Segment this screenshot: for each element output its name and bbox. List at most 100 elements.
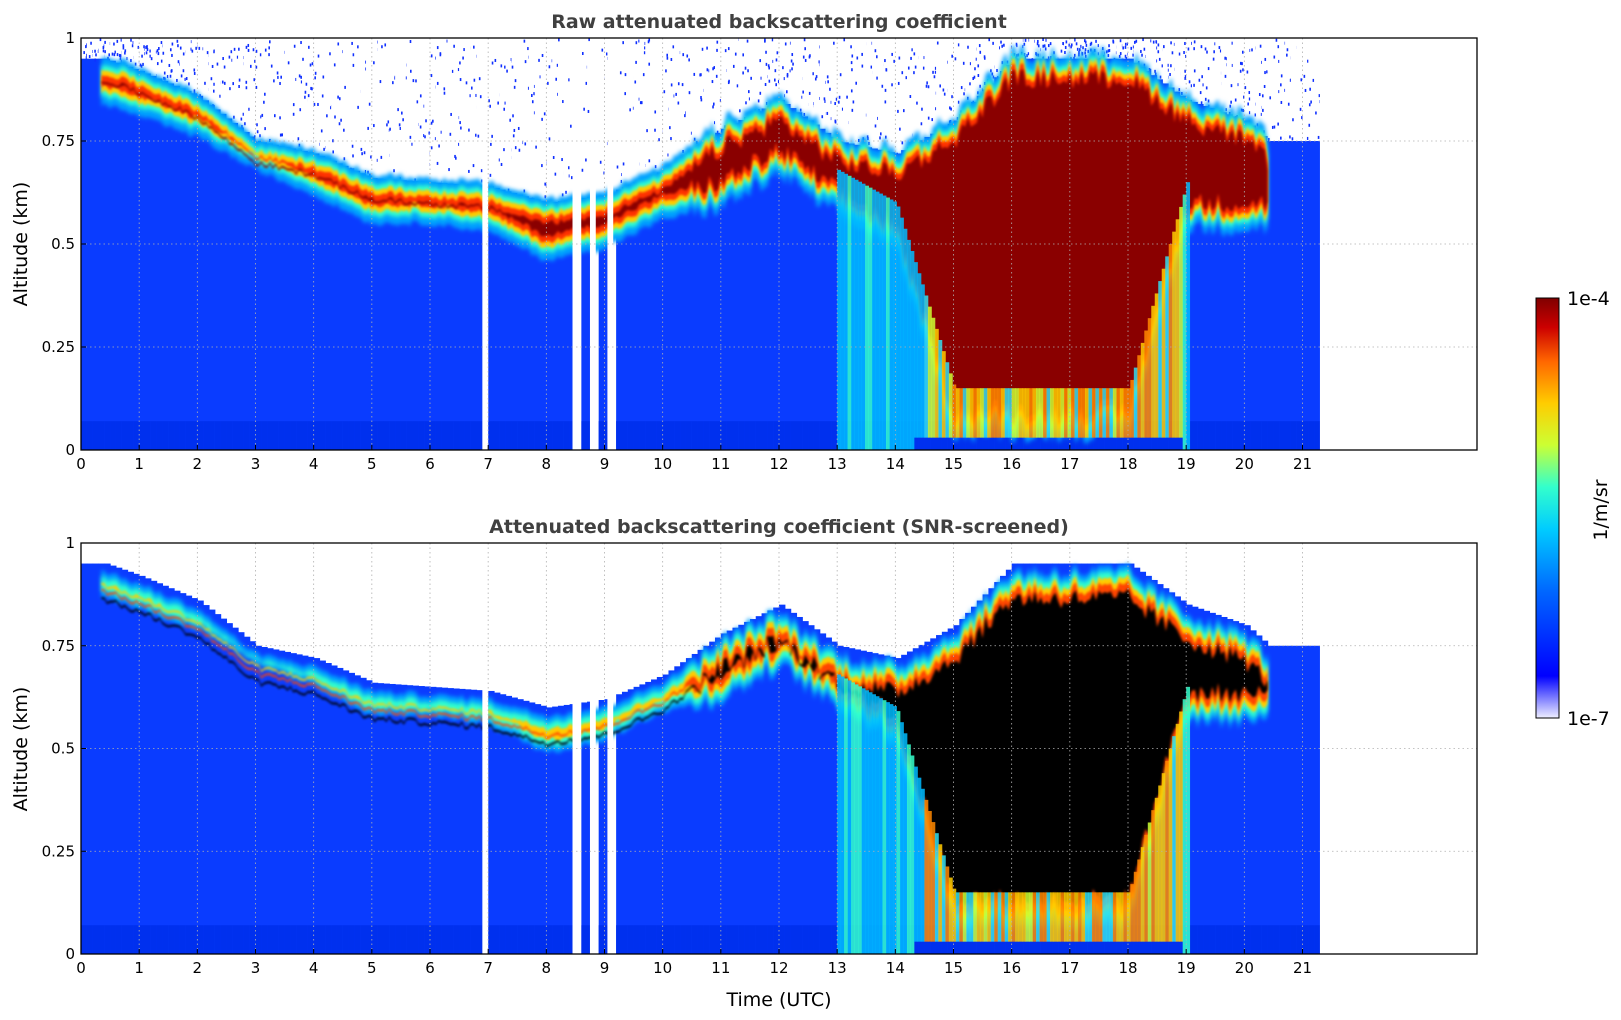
fall-streak (1081, 892, 1086, 942)
bg-column (598, 195, 606, 450)
noise-speck (307, 94, 310, 98)
noise-speck (338, 122, 341, 126)
noise-speck (902, 109, 905, 113)
surface-band (302, 421, 309, 450)
surface-band (185, 421, 193, 450)
bg-column (430, 182, 437, 450)
surface-band (441, 925, 449, 954)
bg-column (802, 116, 809, 450)
noise-speck (1299, 107, 1302, 111)
bg-column (1314, 645, 1321, 954)
bg-column (383, 178, 390, 450)
bg-column (1232, 116, 1240, 450)
noise-column (1052, 38, 1059, 59)
bg-column (203, 100, 210, 450)
fall-streak (899, 722, 904, 954)
noise-speck (180, 74, 183, 78)
fall-streak (1116, 892, 1121, 942)
surface-band (348, 421, 355, 450)
noise-speck (585, 81, 588, 85)
noise-column (162, 38, 169, 81)
noise-column (313, 38, 321, 154)
fall-streak (886, 702, 890, 954)
fall-streak (1186, 686, 1191, 954)
surface-band (656, 925, 664, 954)
noise-speck (1230, 100, 1232, 104)
bg-column (813, 124, 821, 450)
noise-speck (1132, 53, 1134, 57)
bg-column (744, 117, 751, 450)
noise-speck (518, 148, 521, 152)
noise-column (656, 38, 664, 173)
noise-speck (790, 59, 793, 63)
surface-band (796, 421, 803, 450)
fall-streak (872, 189, 876, 450)
surface-band (255, 421, 262, 450)
noise-speck (90, 41, 92, 45)
noise-speck (713, 66, 716, 70)
noise-speck (555, 77, 557, 81)
noise-speck (314, 76, 316, 80)
noise-speck (1187, 47, 1190, 51)
fall-streak (1008, 388, 1013, 438)
noise-speck (891, 52, 893, 56)
noise-speck (321, 94, 324, 98)
noise-speck (1286, 48, 1289, 52)
fall-streak (1130, 379, 1135, 438)
noise-speck (268, 40, 271, 44)
noise-speck (544, 195, 547, 199)
noise-speck (384, 43, 387, 47)
noise-speck (277, 75, 279, 79)
noise-speck (1280, 136, 1282, 140)
fall-streak (987, 388, 992, 438)
surface-band (412, 421, 419, 450)
noise-column (552, 38, 559, 202)
noise-speck (236, 55, 239, 59)
y-axis-label-screened: Altitude (km) (10, 687, 32, 812)
noise-speck (1076, 47, 1079, 51)
noise-speck (143, 45, 145, 49)
noise-column (1023, 38, 1030, 59)
surface-band (744, 925, 751, 954)
noise-speck (223, 81, 226, 85)
noise-column (1279, 38, 1286, 141)
noise-column (645, 38, 652, 178)
noise-speck (240, 117, 243, 121)
noise-column (1255, 38, 1263, 131)
surface-band (726, 925, 734, 954)
noise-speck (313, 102, 316, 106)
noise-speck (1068, 43, 1071, 47)
noise-column (348, 38, 355, 169)
noise-speck (469, 94, 472, 98)
noise-speck (835, 97, 838, 101)
noise-speck (1239, 61, 1242, 65)
noise-speck (934, 70, 937, 74)
noise-column (1180, 38, 1187, 96)
bg-column (552, 201, 559, 450)
noise-speck (901, 71, 904, 75)
noise-speck (1199, 91, 1202, 95)
noise-speck (1119, 52, 1122, 56)
bg-column (1290, 645, 1298, 954)
surface-band (651, 421, 658, 450)
bg-column (459, 184, 466, 450)
bg-column (819, 633, 827, 954)
x-tick-label: 2 (193, 959, 203, 977)
fall-streak (1077, 892, 1082, 942)
fall-streak (1025, 892, 1030, 942)
noise-speck (317, 102, 319, 106)
noise-speck (801, 95, 803, 99)
noise-speck (739, 109, 741, 113)
surface-band (621, 925, 629, 954)
bg-column (232, 627, 239, 954)
fall-streak (889, 199, 894, 450)
noise-speck (168, 63, 171, 67)
bg-column (115, 567, 123, 954)
bg-column (325, 158, 332, 450)
fall-streak (858, 181, 862, 450)
noise-column (424, 38, 431, 182)
fall-streak (1133, 367, 1138, 438)
noise-speck (1047, 44, 1050, 48)
surface-band (476, 925, 483, 954)
noise-speck (393, 169, 395, 173)
